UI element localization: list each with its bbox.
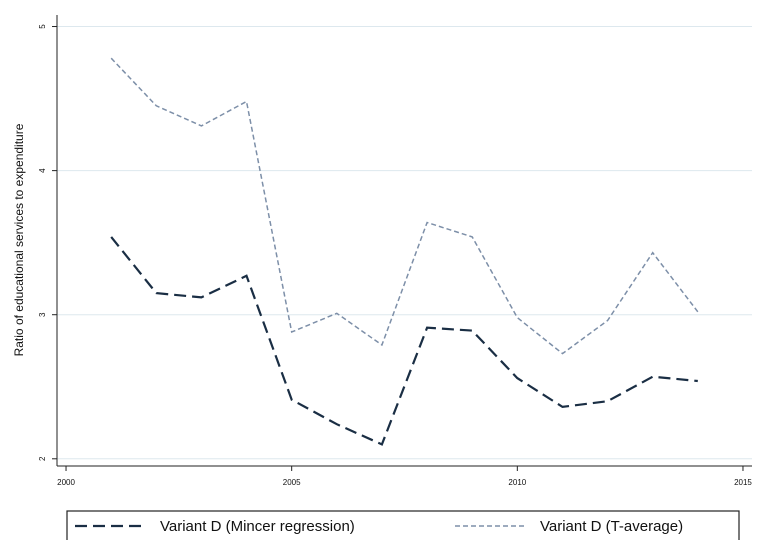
y-tick-label: 5 [38,24,47,29]
legend-label: Variant D (Mincer regression) [160,518,355,535]
y-tick-label: 4 [38,168,47,173]
legend-box [66,510,740,540]
x-tick-label: 2015 [734,478,752,487]
y-tick-label: 2 [38,456,47,461]
x-tick-label: 2000 [57,478,75,487]
x-tick-label: 2005 [283,478,301,487]
line [110,236,698,446]
y-tick-label: 3 [38,312,47,317]
line [110,57,699,355]
x-tick-label: 2010 [508,478,526,487]
y-axis-label: Ratio of educational services to expendi… [12,123,26,356]
legend-label: Variant D (T-average) [540,518,683,535]
